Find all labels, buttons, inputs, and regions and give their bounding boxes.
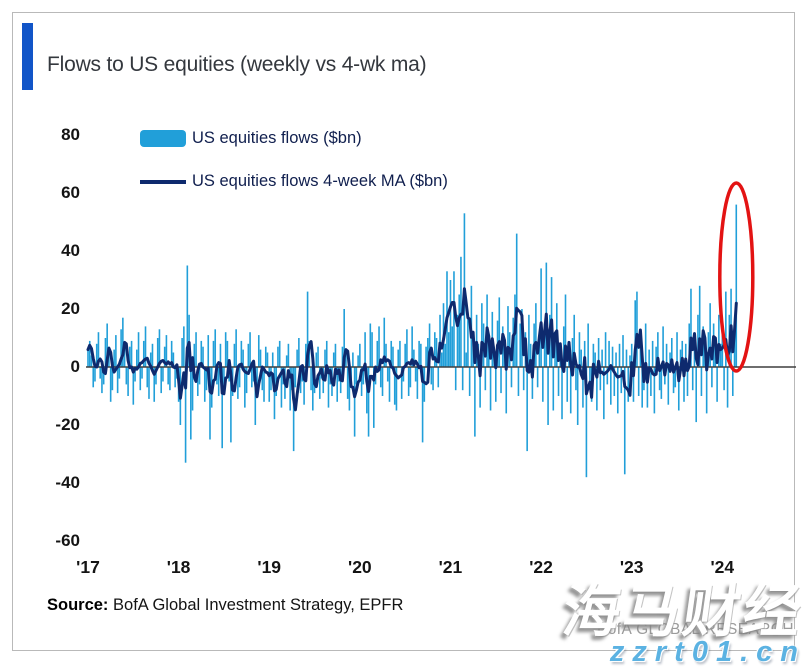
x-tick-label: '24	[710, 557, 735, 577]
legend-label-4wk-ma: US equities flows 4-week MA ($bn)	[192, 172, 448, 190]
y-tick-label: 0	[70, 357, 80, 376]
line-series-swatch-icon	[140, 179, 186, 184]
legend-label-weekly-flows: US equities flows ($bn)	[192, 129, 362, 147]
y-tick-label: 60	[61, 183, 80, 202]
legend-item-weekly-flows: US equities flows ($bn)	[140, 129, 362, 148]
watermark-site-url: zzrt01.cn	[609, 636, 806, 668]
x-tick-label: '21	[438, 557, 463, 577]
y-tick-label: -20	[55, 415, 80, 434]
y-tick-label: -40	[55, 473, 80, 492]
y-tick-label: 80	[61, 125, 80, 144]
bofa-global-research-credit: BofA GLOBAL RESEARCH	[597, 621, 794, 638]
y-tick-label: 40	[61, 241, 80, 260]
source-label: Source:	[47, 596, 109, 614]
y-tick-label: 20	[61, 299, 80, 318]
source-text: BofA Global Investment Strategy, EPFR	[108, 596, 404, 614]
x-tick-label: '17	[76, 557, 100, 577]
x-tick-label: '22	[529, 557, 553, 577]
x-tick-label: '23	[619, 557, 644, 577]
chart-title: Flows to US equities (weekly vs 4-wk ma)	[47, 53, 427, 76]
x-tick-label: '18	[166, 557, 191, 577]
title-accent-bar	[22, 23, 33, 90]
highlight-ellipse	[718, 181, 755, 373]
y-tick-label: -60	[55, 531, 80, 550]
legend-item-4wk-ma: US equities flows 4-week MA ($bn)	[140, 172, 448, 191]
page-border-frame	[12, 12, 795, 651]
ma-line	[86, 287, 738, 412]
x-tick-label: '19	[257, 557, 282, 577]
bar-series-swatch-icon	[140, 130, 186, 147]
source-line: Source: BofA Global Investment Strategy,…	[47, 596, 403, 615]
x-tick-label: '20	[348, 557, 372, 577]
